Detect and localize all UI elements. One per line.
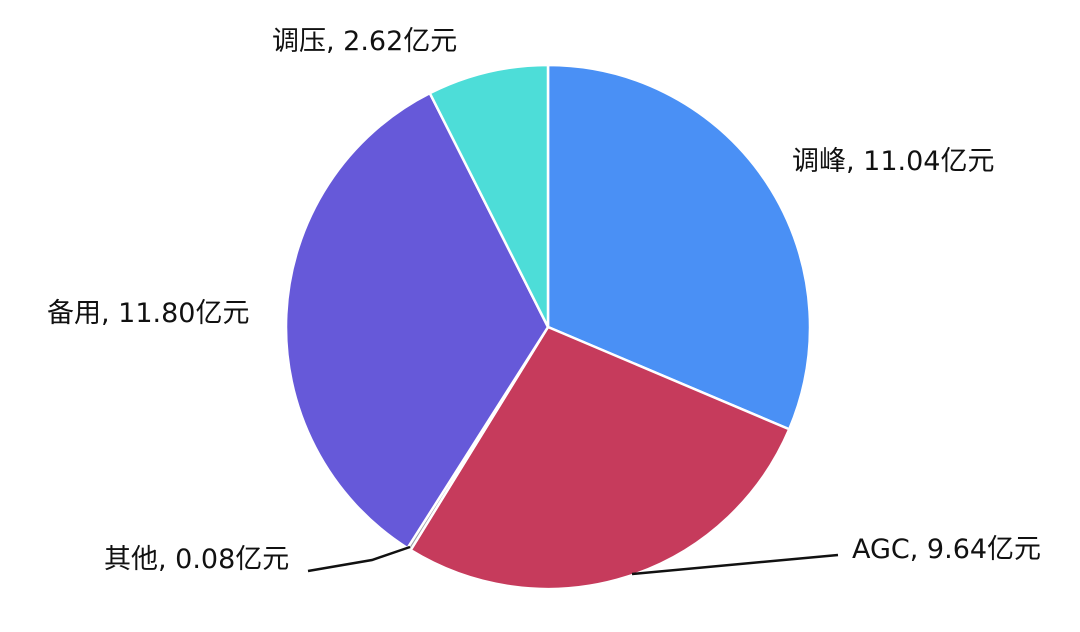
- pie-slice-1: [409, 325, 791, 591]
- pie-slice-3: [284, 91, 550, 550]
- leader-line-1: [631, 553, 839, 576]
- slice-label-1: AGC, 9.64亿元: [852, 534, 1041, 565]
- slice-label-0: 调峰, 11.04亿元: [792, 146, 994, 177]
- leader-lines: [307, 545, 839, 576]
- slice-labels: 调峰, 11.04亿元 AGC, 9.64亿元 其他, 0.08亿元 备用, 11.8…: [47, 26, 1041, 575]
- slice-label-2: 其他, 0.08亿元: [104, 544, 289, 575]
- pie-slice-4: [428, 63, 550, 329]
- pie-slices: [284, 63, 812, 591]
- pie-slice-0: [546, 63, 812, 431]
- slice-label-4: 调压, 2.62亿元: [272, 26, 457, 57]
- leader-line-2: [307, 545, 411, 573]
- slice-label-3: 备用, 11.80亿元: [47, 298, 249, 329]
